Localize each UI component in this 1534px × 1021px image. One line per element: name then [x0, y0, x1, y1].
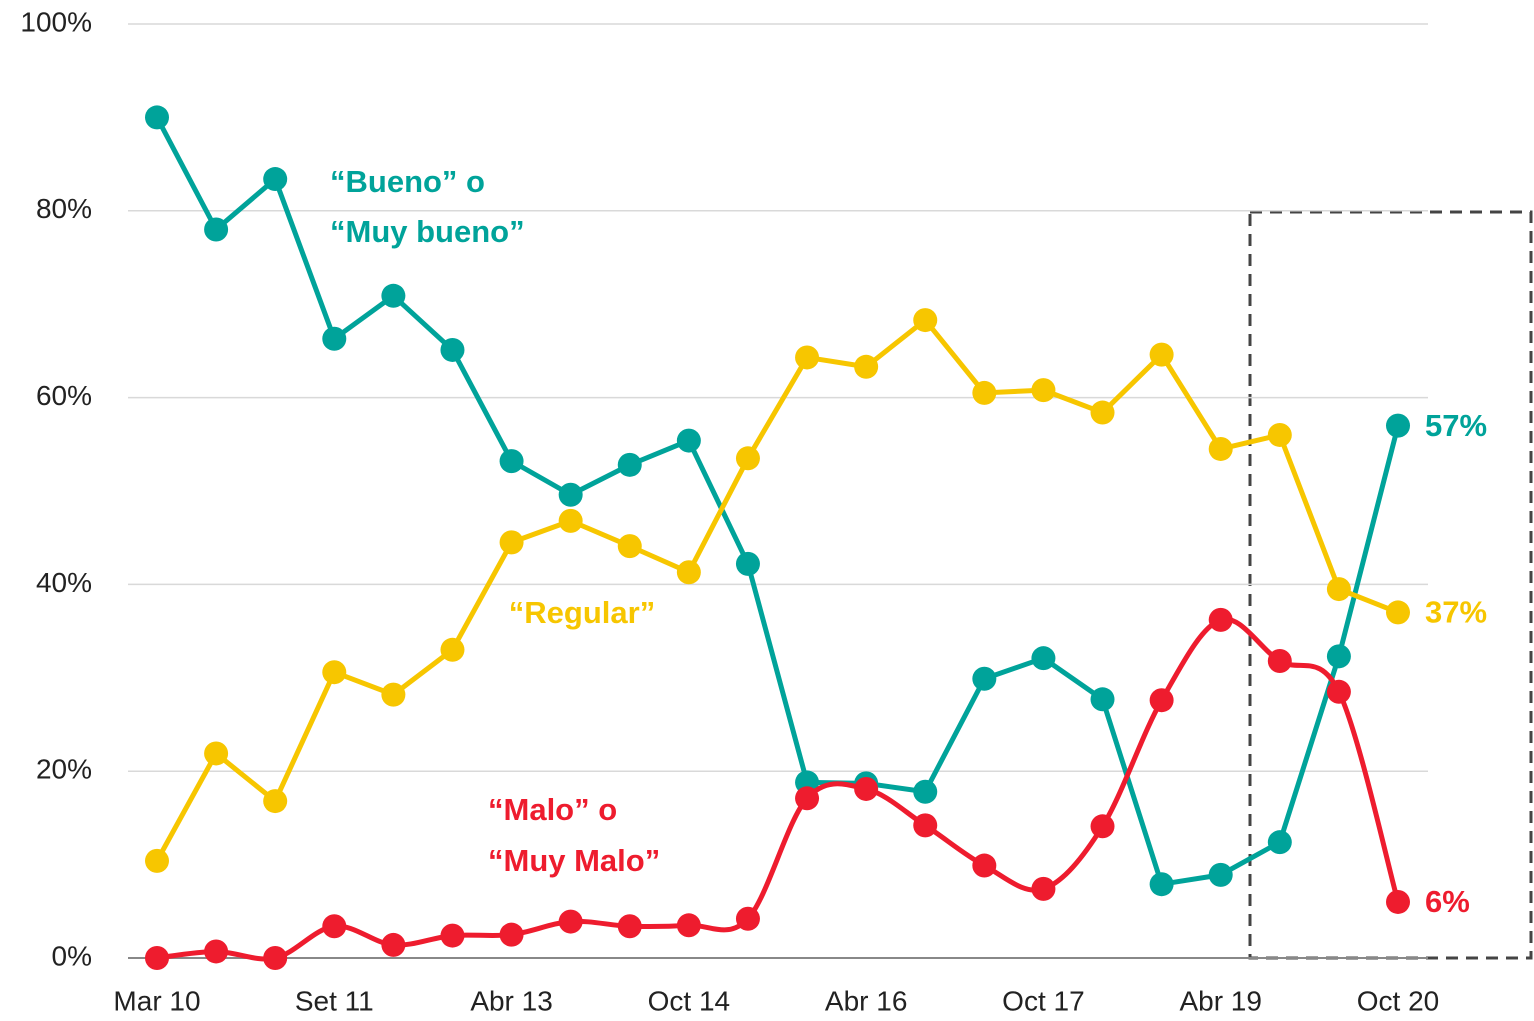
data-point [795, 786, 820, 811]
series-line [154, 116, 1401, 887]
data-point [440, 337, 465, 362]
data-point [1326, 577, 1351, 602]
y-tick-label: 20% [36, 754, 92, 785]
data-point [735, 551, 760, 576]
data-point [499, 922, 524, 947]
value-label: 57% [1425, 408, 1487, 443]
x-tick-label: Abr 13 [470, 985, 553, 1016]
data-point [1090, 687, 1115, 712]
data-point [499, 530, 524, 555]
data-point [263, 789, 288, 814]
data-point [1326, 679, 1351, 704]
data-point [735, 906, 760, 931]
x-tick-label: Mar 10 [113, 985, 200, 1016]
data-point [1267, 830, 1292, 855]
data-point [617, 534, 642, 559]
value-label: 37% [1425, 595, 1487, 630]
data-point [913, 779, 938, 804]
data-point [204, 217, 229, 242]
series-annotation: “Regular” [509, 595, 655, 630]
y-tick-label: 0% [52, 940, 92, 971]
y-tick-label: 60% [36, 380, 92, 411]
x-tick-label: Oct 17 [1002, 985, 1084, 1016]
data-point [145, 848, 169, 873]
data-point [204, 939, 229, 964]
x-tick-label: Set 11 [295, 985, 374, 1016]
x-tick-label: Oct 14 [648, 985, 730, 1016]
series-annotation: “Bueno” o [330, 164, 485, 199]
series-annotation: “Muy bueno” [330, 214, 525, 249]
data-point [1031, 378, 1056, 403]
data-point [558, 482, 583, 507]
data-point [499, 449, 524, 474]
data-point [558, 508, 583, 533]
y-tick-label: 40% [36, 567, 92, 598]
y-tick-label: 100% [20, 6, 92, 37]
data-point [558, 909, 583, 934]
data-point [440, 637, 465, 662]
data-point [972, 666, 997, 691]
data-point [1386, 600, 1410, 625]
data-point [1386, 889, 1410, 914]
data-point [1208, 607, 1233, 632]
data-point [972, 853, 997, 878]
data-point [1090, 400, 1115, 425]
data-point [381, 932, 406, 957]
data-point [913, 813, 938, 838]
data-point [1208, 436, 1233, 461]
data-point [263, 946, 288, 970]
data-point [440, 923, 465, 948]
data-point [1090, 814, 1115, 839]
data-point [322, 326, 347, 351]
data-point [1149, 342, 1174, 367]
y-tick-label: 80% [36, 193, 92, 224]
data-point [617, 452, 642, 477]
data-point [145, 946, 169, 970]
data-point [204, 741, 229, 766]
data-point [1386, 413, 1410, 438]
data-point [145, 105, 169, 130]
data-point [263, 167, 288, 192]
data-point [735, 446, 760, 471]
data-point [322, 914, 347, 939]
x-tick-label: Abr 19 [1179, 985, 1262, 1016]
data-point [322, 660, 347, 685]
data-point [972, 380, 997, 405]
data-point [1031, 876, 1056, 901]
data-point [795, 345, 820, 370]
data-point [1326, 644, 1351, 669]
data-point [617, 914, 642, 939]
data-point [1031, 646, 1056, 671]
x-tick-label: Abr 16 [825, 985, 908, 1016]
data-point [854, 354, 879, 379]
data-point [676, 428, 701, 453]
x-tick-label: Oct 20 [1357, 985, 1439, 1016]
data-point [1208, 862, 1233, 887]
data-point [1149, 688, 1174, 713]
data-point [381, 283, 406, 308]
series-annotation: “Muy Malo” [488, 843, 660, 878]
series-line [154, 317, 1399, 863]
value-label: 6% [1425, 884, 1470, 919]
data-point [676, 560, 701, 585]
data-point [676, 913, 701, 938]
data-point [381, 682, 406, 707]
data-point [1267, 422, 1292, 447]
data-point [1149, 872, 1174, 897]
series-annotation: “Malo” o [488, 792, 617, 827]
data-point [913, 308, 938, 333]
data-point [1267, 648, 1292, 673]
data-point [854, 776, 879, 801]
